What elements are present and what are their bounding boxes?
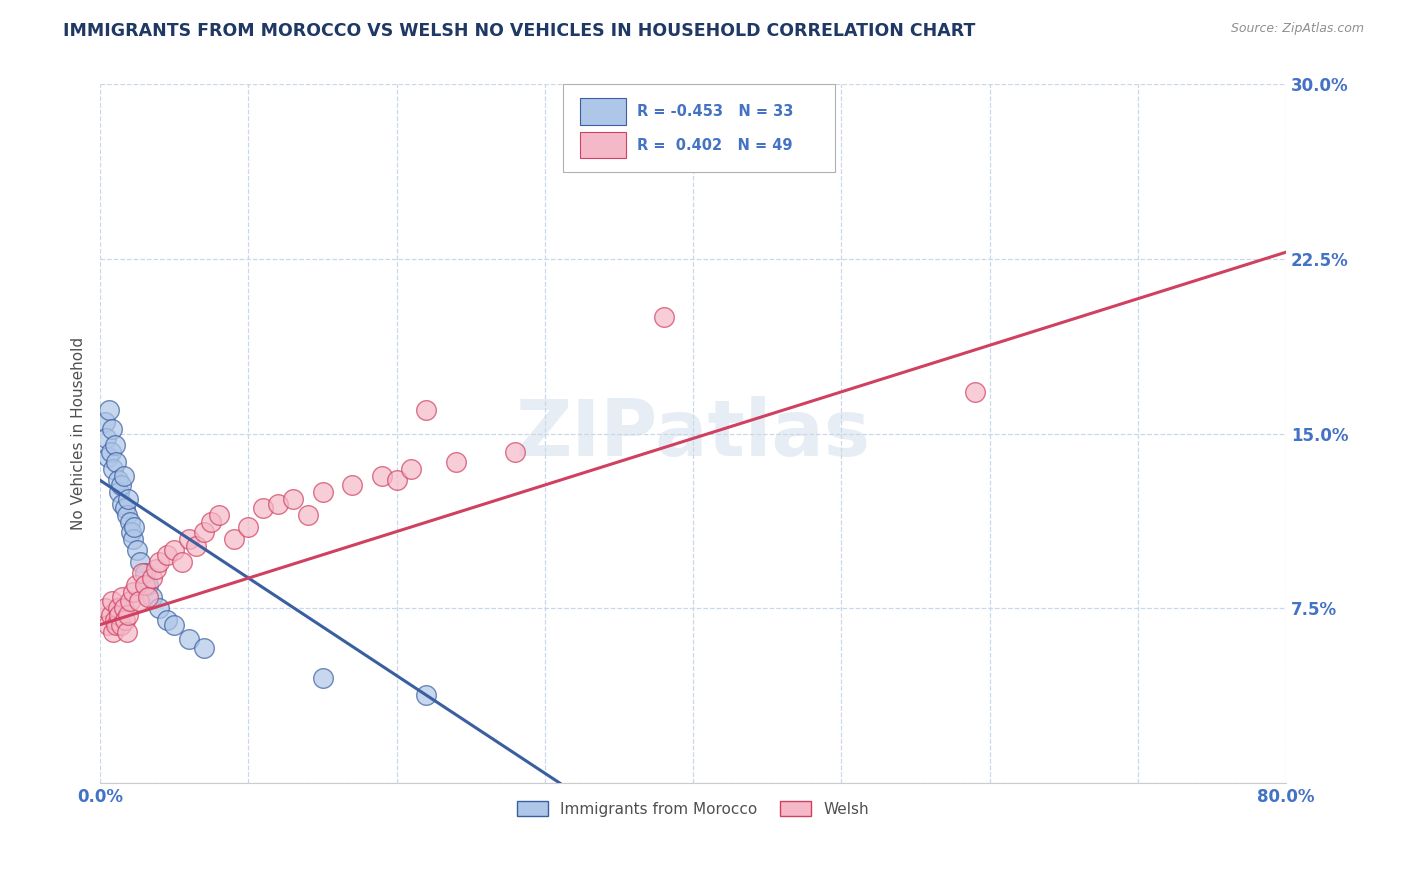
Point [136, 590, 159, 604]
Point [148, 601, 170, 615]
Point [118, 594, 141, 608]
Point [281, 491, 304, 506]
Point [134, 578, 156, 592]
Point [177, 632, 200, 646]
Point [104, 438, 127, 452]
Point [100, 608, 122, 623]
Point [120, 524, 142, 539]
Point [200, 515, 222, 529]
Point [297, 508, 319, 523]
Point [100, 445, 122, 459]
Point [128, 594, 150, 608]
Point [371, 468, 394, 483]
FancyBboxPatch shape [581, 98, 626, 125]
Point [238, 520, 260, 534]
Point [267, 497, 290, 511]
Legend: Immigrants from Morocco, Welsh: Immigrants from Morocco, Welsh [510, 793, 876, 824]
Point [141, 571, 163, 585]
Point [129, 555, 152, 569]
Point [193, 524, 215, 539]
Point [125, 578, 148, 592]
Point [114, 501, 136, 516]
Point [96, 450, 118, 464]
Point [163, 543, 186, 558]
Point [118, 515, 141, 529]
Point [252, 501, 274, 516]
Point [107, 473, 129, 487]
Point [107, 601, 129, 615]
Point [112, 601, 135, 615]
Point [145, 562, 167, 576]
Point [103, 624, 125, 639]
Point [163, 617, 186, 632]
Y-axis label: No Vehicles in Household: No Vehicles in Household [72, 337, 86, 531]
Point [121, 532, 143, 546]
FancyBboxPatch shape [562, 85, 835, 172]
Point [385, 473, 408, 487]
Point [222, 532, 245, 546]
Point [131, 566, 153, 581]
Point [401, 461, 423, 475]
Point [340, 478, 363, 492]
Point [444, 455, 467, 469]
Point [96, 617, 118, 632]
Point [963, 384, 986, 399]
Point [101, 594, 124, 608]
FancyBboxPatch shape [581, 132, 626, 159]
Point [148, 555, 170, 569]
Point [114, 613, 136, 627]
Point [134, 566, 156, 581]
Point [136, 578, 159, 592]
Point [415, 403, 437, 417]
Point [170, 555, 193, 569]
Point [415, 688, 437, 702]
Point [141, 590, 163, 604]
Point [110, 478, 132, 492]
Point [127, 543, 149, 558]
Point [105, 455, 128, 469]
Point [156, 548, 179, 562]
Point [111, 497, 134, 511]
Text: R =  0.402   N = 49: R = 0.402 N = 49 [637, 137, 793, 153]
Point [108, 608, 131, 623]
Point [208, 508, 231, 523]
Point [112, 468, 135, 483]
Point [186, 539, 208, 553]
Point [122, 520, 145, 534]
Point [104, 613, 127, 627]
Text: Source: ZipAtlas.com: Source: ZipAtlas.com [1230, 22, 1364, 36]
Point [311, 485, 333, 500]
Text: ZIPatlas: ZIPatlas [516, 396, 870, 472]
Point [103, 461, 125, 475]
Text: R = -0.453   N = 33: R = -0.453 N = 33 [637, 104, 794, 120]
Point [652, 310, 675, 325]
Point [121, 585, 143, 599]
Point [94, 431, 117, 445]
Point [108, 485, 131, 500]
Point [101, 422, 124, 436]
Point [105, 617, 128, 632]
Point [115, 508, 138, 523]
Point [117, 608, 139, 623]
Point [311, 671, 333, 685]
Point [93, 415, 115, 429]
Point [156, 613, 179, 627]
Point [503, 445, 526, 459]
Point [115, 624, 138, 639]
Point [177, 532, 200, 546]
Point [98, 403, 121, 417]
Text: IMMIGRANTS FROM MOROCCO VS WELSH NO VEHICLES IN HOUSEHOLD CORRELATION CHART: IMMIGRANTS FROM MOROCCO VS WELSH NO VEHI… [63, 22, 976, 40]
Point [111, 590, 134, 604]
Point [117, 491, 139, 506]
Point [110, 617, 132, 632]
Point [193, 640, 215, 655]
Point [93, 601, 115, 615]
